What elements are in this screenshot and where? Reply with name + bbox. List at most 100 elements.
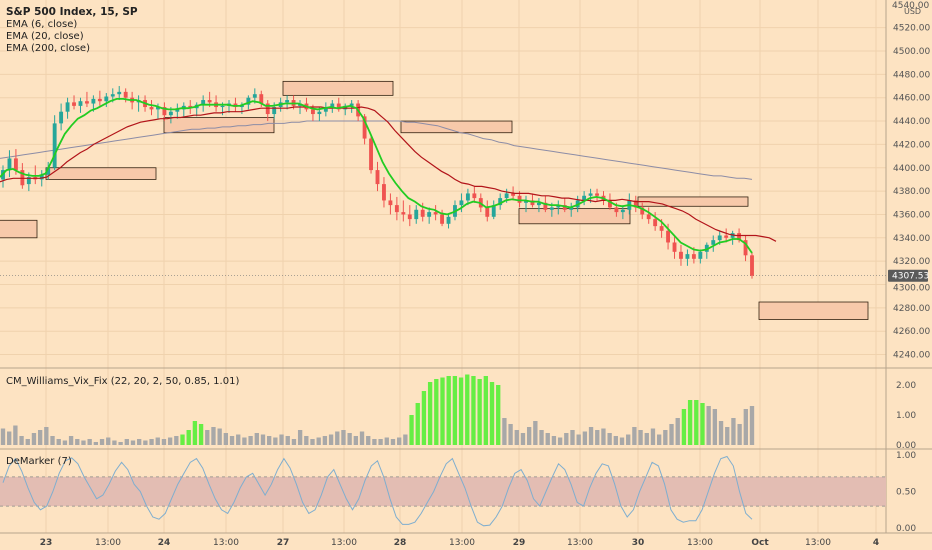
demarker-band [0, 476, 886, 507]
vix-bar [514, 430, 519, 445]
price-tick-label: 4320.00 [893, 257, 930, 267]
zone-box [45, 167, 157, 180]
candle-body [640, 207, 645, 215]
candle-body [530, 200, 535, 206]
candle-body [317, 111, 322, 115]
vix-bar [0, 428, 6, 445]
price-tick-label: 4500.00 [893, 47, 930, 57]
time-tick-label: 13:00 [95, 538, 121, 548]
ema6-path [0, 98, 753, 254]
candle-body [272, 107, 277, 115]
vix-bar [304, 436, 309, 445]
vix-bar [675, 418, 680, 445]
demarker-tick-label: 1.00 [896, 451, 916, 461]
candle-body [646, 214, 651, 220]
vix-bar [545, 433, 550, 445]
vix-bar [25, 439, 30, 445]
ema20-path [0, 106, 777, 242]
vix-bar [353, 436, 359, 445]
vix-bar [31, 433, 37, 445]
vix-bar [130, 440, 136, 445]
vix-bar [619, 437, 625, 445]
candle-body [246, 97, 251, 105]
price-tick-label: 4480.00 [893, 70, 930, 80]
candle-body [220, 105, 225, 108]
vix-bar [50, 436, 55, 445]
candle-body [711, 240, 716, 245]
candle-body [97, 98, 102, 102]
price-tick-label: 4260.00 [893, 327, 930, 337]
vix-bar [106, 437, 111, 445]
vix-bar [99, 439, 105, 445]
vix-bar [68, 436, 74, 445]
zone-box [518, 208, 631, 225]
time-tick-label: 13:00 [805, 538, 831, 548]
vix-bar [62, 440, 68, 445]
time-tick-label: 30 [632, 538, 645, 548]
candle-body [252, 94, 257, 98]
vix-bar [502, 418, 507, 445]
candle-body [717, 235, 722, 241]
candle-body [336, 103, 341, 110]
candle-body [285, 100, 290, 103]
candle-body [388, 200, 393, 206]
candle-body [536, 202, 541, 206]
current-price-badge [888, 269, 928, 282]
candle-body [620, 209, 625, 213]
currency-label: USD [904, 7, 921, 16]
vix-bar [87, 439, 92, 445]
vix-bar [186, 430, 191, 445]
time-tick-label: 24 [158, 538, 171, 548]
price-tick-label: 4360.00 [893, 210, 930, 220]
legend-ema200: EMA (200, close) [6, 43, 90, 54]
candle-body [724, 235, 729, 238]
vix-bar [644, 433, 649, 445]
candle-body [401, 212, 406, 215]
price-tick-label: 4240.00 [893, 351, 930, 361]
candle-body [39, 174, 44, 180]
candle-body [259, 94, 264, 104]
vix-bar [81, 440, 86, 445]
time-tick-label: 13:00 [331, 538, 357, 548]
zone-box [163, 117, 275, 134]
vix-bar [669, 424, 674, 445]
vix-bar [570, 430, 575, 445]
candle-body [91, 98, 96, 104]
vix-bar [174, 436, 179, 445]
vix-bar [508, 424, 513, 445]
time-tick-label: 27 [277, 538, 290, 548]
candle-body [420, 209, 425, 217]
candle-body [517, 195, 522, 203]
current-price-label: 4307.53 [892, 272, 929, 282]
vix-bar [681, 409, 687, 445]
candle-body [323, 107, 328, 112]
vix-bar [700, 403, 705, 445]
candle-body [168, 111, 173, 116]
vix-bar [576, 434, 581, 445]
time-tick-label: 13:00 [567, 538, 593, 548]
price-tick-label: 4460.00 [893, 94, 930, 104]
vix-bar [366, 436, 371, 445]
candle-body [685, 254, 690, 259]
vix-bar [291, 439, 297, 445]
time-tick-label: 13:00 [687, 538, 713, 548]
vix-bar [124, 439, 129, 445]
vix-bar [483, 376, 488, 445]
vix-bar [217, 428, 222, 445]
candle-body [633, 200, 638, 208]
time-tick-label: 28 [394, 538, 407, 548]
vix-bar [167, 437, 173, 445]
time-tick-label: 13:00 [449, 538, 475, 548]
candle-body [485, 207, 490, 217]
candle-body [491, 205, 496, 217]
vix-bar [229, 436, 235, 445]
vix-bar [359, 431, 365, 445]
vix-bar [496, 385, 501, 445]
time-tick-label: 4 [873, 538, 879, 548]
candle-body [446, 216, 451, 224]
candle-body [349, 103, 354, 106]
vix-bar [149, 439, 154, 445]
vix-bar [328, 434, 334, 445]
vix-bar [687, 400, 693, 445]
